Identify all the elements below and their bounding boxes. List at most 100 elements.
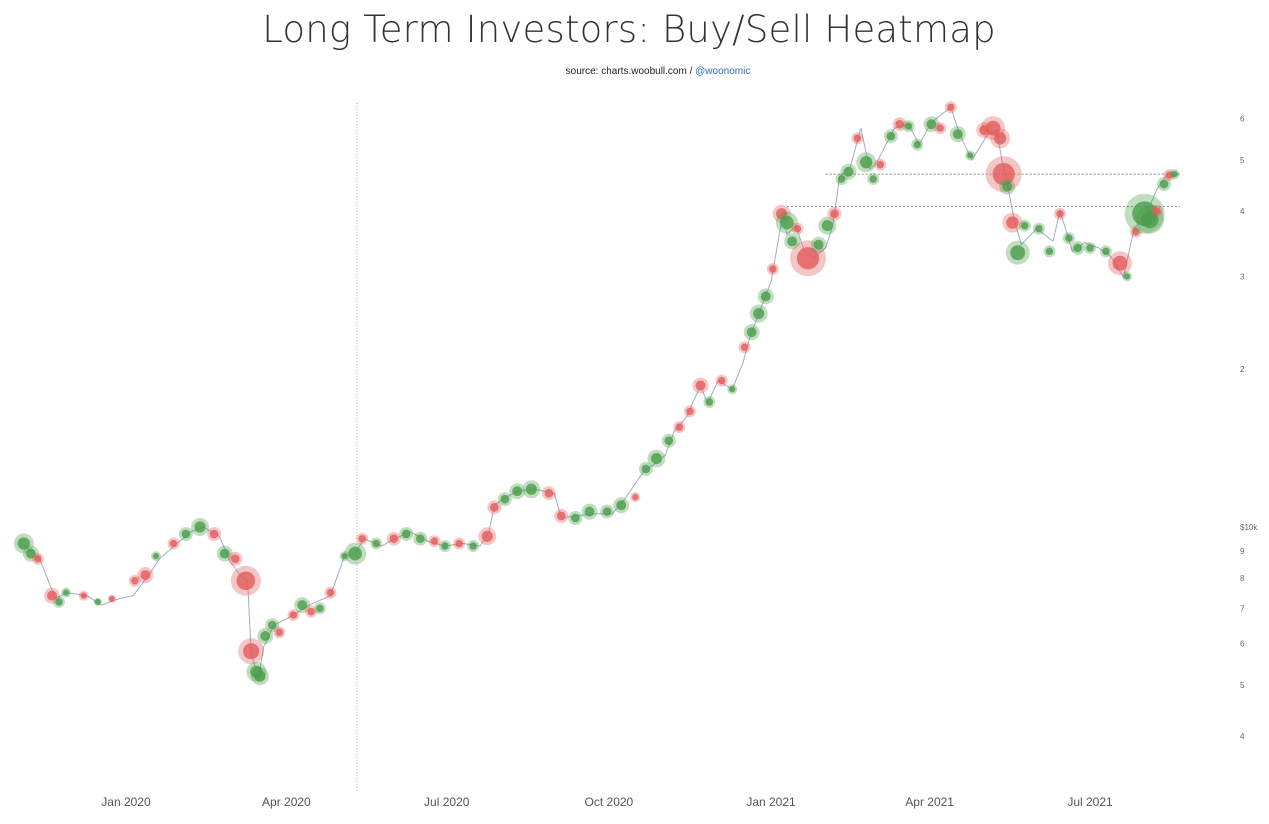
bubble-buy-94 [999, 178, 1016, 195]
bubble-sell-70 [791, 222, 804, 235]
bubble-buy-44 [509, 483, 526, 500]
bubble-core [1010, 245, 1026, 261]
bubble-core [512, 486, 523, 497]
bubble-core [602, 507, 612, 516]
x-tick-label: Jan 2021 [746, 795, 796, 809]
bubble-buy-59 [703, 396, 716, 409]
bubble-buy-4 [53, 595, 66, 608]
bubble-buy-63 [743, 324, 760, 341]
bubble-core [481, 530, 493, 542]
bubble-sell-110 [1150, 204, 1163, 217]
source-handle-link[interactable]: @woonomic [695, 66, 751, 77]
bubble-core [348, 546, 362, 561]
bubble-core [705, 398, 714, 406]
bubble-core [260, 631, 271, 641]
bubble-buy-103 [1084, 241, 1096, 254]
bubble-core [94, 598, 101, 605]
bubble-core [843, 166, 854, 177]
bubble-sell-80 [874, 158, 887, 171]
bubble-core [780, 215, 794, 230]
bubble-core [500, 494, 510, 504]
bubble-core [358, 534, 366, 543]
bubble-buy-14 [191, 518, 210, 536]
bubble-sell-12 [167, 537, 180, 550]
bubble-buy-43 [497, 492, 512, 507]
bubble-core [194, 521, 206, 533]
bubble-core [821, 220, 833, 232]
bubble-buy-64 [749, 304, 768, 323]
bubble-core [650, 452, 663, 465]
bubble-core [729, 386, 736, 393]
bubble-sell-66 [766, 263, 779, 276]
bubble-core [571, 513, 580, 523]
bubble-buy-79 [867, 173, 880, 186]
bubble-core [230, 554, 240, 564]
bubble-sell-25 [287, 608, 300, 621]
bubble-core [1065, 234, 1073, 242]
bubble-sell-34 [386, 531, 401, 546]
bubble-core [695, 380, 706, 391]
bubble-sell-95 [1002, 212, 1023, 233]
bubble-core [717, 376, 726, 385]
bubble-buy-40 [467, 540, 480, 553]
bubble-core [1073, 243, 1083, 253]
bubble-core [209, 529, 219, 539]
bubble-core [254, 670, 266, 682]
bubble-sell-17 [228, 551, 243, 566]
bubble-core [401, 529, 411, 539]
bubble-core [55, 598, 63, 606]
bubble-core [47, 590, 57, 601]
reference-lines [356, 103, 1180, 792]
bubble-core [556, 511, 566, 521]
bubble-sell-74 [827, 206, 842, 221]
bubble-core [793, 224, 802, 233]
bubble-buy-51 [613, 497, 630, 514]
bubble-core [1141, 210, 1159, 229]
bubble-core [926, 119, 937, 130]
bubble-core [1056, 210, 1064, 218]
bubble-sell-47 [554, 508, 569, 523]
bubble-core [760, 291, 771, 302]
bubble-core [62, 589, 70, 596]
bubble-core [1165, 171, 1174, 179]
x-tick-label: Apr 2021 [905, 795, 954, 809]
bubble-buy-111 [1157, 177, 1172, 192]
bubble-core [1035, 224, 1043, 233]
bubble-core [675, 423, 684, 431]
bubble-core [904, 122, 913, 130]
bubble-core [341, 553, 348, 560]
bubble-core [837, 175, 846, 183]
bubble-core [1123, 273, 1131, 280]
source-prefix: source: charts.woobull.com / [565, 66, 696, 77]
bubble-buy-13 [178, 526, 193, 541]
bubble-core [108, 595, 115, 602]
bubble-buy-78 [856, 152, 877, 173]
bubble-core [985, 120, 1001, 136]
bubble-core [936, 124, 944, 132]
bubble-core [489, 503, 499, 512]
bubble-buy-28 [313, 602, 326, 615]
y-tick-label: 3 [1240, 272, 1245, 281]
bubble-buy-73 [818, 216, 837, 235]
bubble-core [430, 537, 439, 545]
bubble-core [181, 529, 191, 539]
chart-source: source: charts.woobull.com / @woonomic [0, 66, 1269, 77]
bubble-buy-26 [294, 597, 311, 614]
bubble-core [913, 140, 922, 149]
bubble-core [753, 307, 765, 320]
bubble-buy-31 [344, 542, 367, 565]
bubble-core [326, 588, 335, 597]
bubble-core [455, 539, 463, 548]
bubble-buy-53 [638, 461, 653, 476]
bubble-sell-19 [238, 638, 265, 665]
bubble-buy-98 [1032, 222, 1045, 235]
bubble-core [993, 132, 1007, 145]
bubble-sell-3 [43, 587, 60, 604]
x-tick-label: Jul 2021 [1067, 795, 1113, 809]
bubble-sell-86 [934, 122, 947, 135]
bubble-sell-62 [738, 341, 751, 354]
bubble-sell-8 [107, 594, 116, 603]
bubbles [13, 101, 1180, 686]
y-tick-label: 7 [1240, 604, 1245, 613]
